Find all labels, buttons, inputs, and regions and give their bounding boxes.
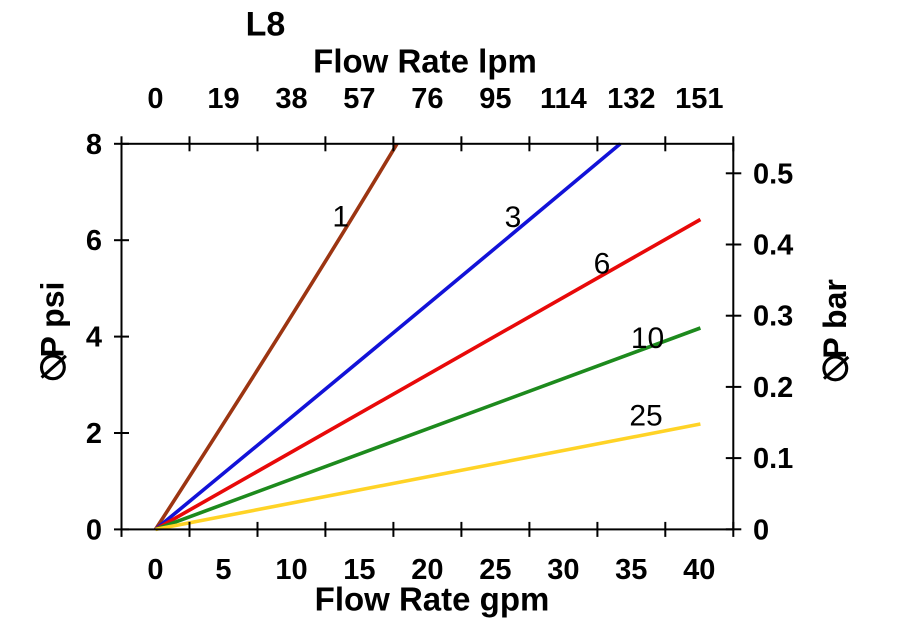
svg-text:151: 151 [675, 83, 723, 115]
svg-text:2: 2 [86, 418, 102, 450]
svg-text:8: 8 [86, 129, 102, 161]
svg-text:57: 57 [343, 83, 375, 115]
svg-text:0: 0 [753, 514, 769, 546]
svg-text:20: 20 [411, 554, 443, 586]
svg-text:L8: L8 [246, 6, 286, 44]
svg-text:0: 0 [147, 554, 163, 586]
svg-text:25: 25 [629, 399, 662, 432]
svg-text:19: 19 [207, 83, 239, 115]
svg-text:35: 35 [615, 554, 647, 586]
svg-text:P bar: P bar [817, 279, 853, 358]
svg-text:4: 4 [86, 322, 102, 354]
svg-text:0.3: 0.3 [753, 301, 793, 333]
svg-text:5: 5 [215, 554, 231, 586]
svg-text:38: 38 [275, 83, 307, 115]
svg-text:1: 1 [332, 201, 349, 234]
svg-text:114: 114 [540, 83, 587, 115]
svg-text:6: 6 [594, 248, 611, 281]
svg-text:3: 3 [505, 201, 522, 234]
svg-text:95: 95 [479, 83, 511, 115]
svg-text:25: 25 [479, 554, 511, 586]
svg-text:P psi: P psi [35, 282, 71, 358]
svg-text:15: 15 [343, 554, 375, 586]
svg-text:Flow Rate gpm: Flow Rate gpm [315, 581, 550, 618]
svg-text:40: 40 [683, 554, 715, 586]
svg-text:30: 30 [547, 554, 579, 586]
svg-text:10: 10 [631, 322, 664, 355]
svg-text:0: 0 [147, 83, 163, 115]
svg-text:0.5: 0.5 [753, 158, 793, 190]
svg-text:0: 0 [86, 514, 102, 546]
svg-text:132: 132 [607, 83, 655, 115]
svg-text:10: 10 [275, 554, 307, 586]
svg-text:0.4: 0.4 [753, 230, 793, 262]
svg-text:6: 6 [86, 225, 102, 257]
svg-text:Flow Rate lpm: Flow Rate lpm [313, 42, 537, 79]
svg-text:76: 76 [411, 83, 443, 115]
svg-text:0.2: 0.2 [753, 372, 793, 404]
svg-text:0.1: 0.1 [753, 443, 793, 475]
